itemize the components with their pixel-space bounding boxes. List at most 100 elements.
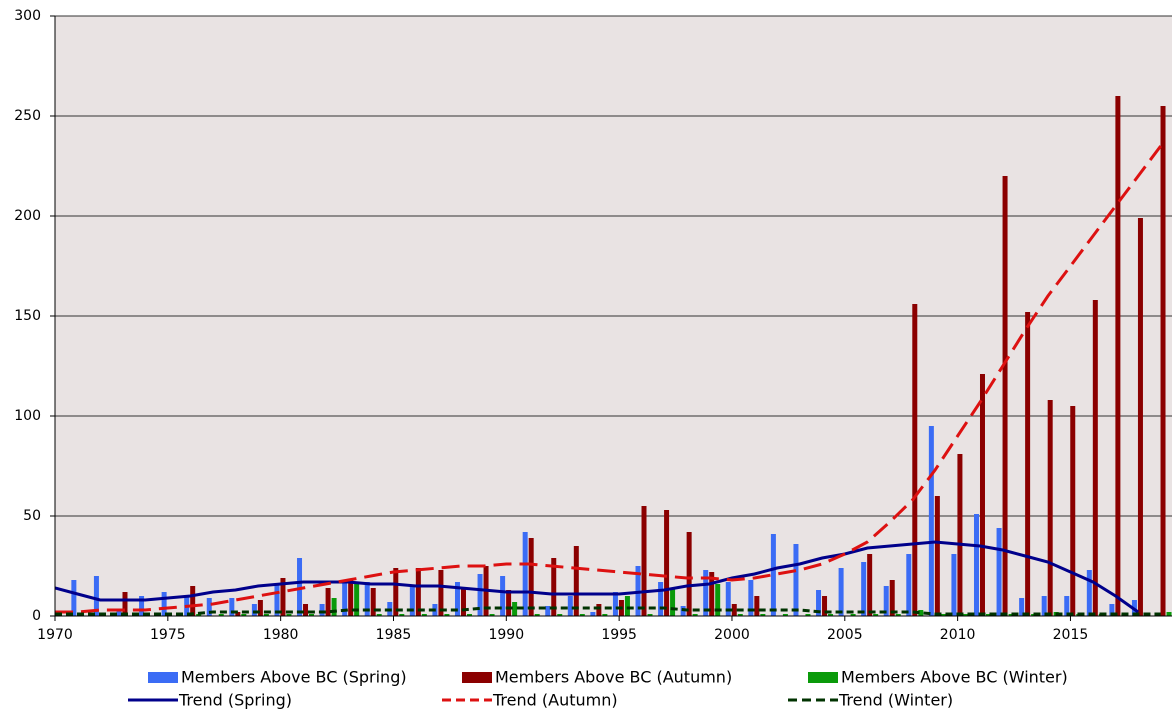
bar — [399, 614, 405, 616]
bar — [686, 532, 692, 616]
x-tick-label: 2010 — [940, 627, 976, 643]
legend-label: Members Above BC (Winter) — [841, 668, 1068, 687]
bar — [822, 596, 828, 616]
bar — [286, 614, 292, 616]
bar — [1115, 96, 1121, 616]
bar — [257, 600, 263, 616]
bar — [415, 568, 421, 616]
bar — [545, 606, 551, 616]
y-tick-label: 200 — [14, 208, 41, 224]
bar — [506, 590, 512, 616]
bar — [596, 604, 602, 616]
bar — [1086, 570, 1092, 616]
bar — [354, 582, 360, 616]
bar — [567, 596, 573, 616]
bar — [512, 602, 518, 616]
bar — [466, 614, 472, 616]
bar — [116, 610, 122, 616]
bar — [444, 614, 450, 616]
bar — [71, 580, 77, 616]
bar — [241, 614, 247, 616]
y-tick-label: 250 — [14, 108, 41, 124]
bar — [251, 604, 257, 616]
bar — [196, 614, 202, 616]
bar — [590, 612, 596, 616]
bar — [928, 426, 934, 616]
bar — [263, 614, 269, 616]
legend-label: Trend (Spring) — [178, 691, 292, 710]
bar — [1160, 106, 1166, 616]
bar — [460, 588, 466, 616]
y-tick-label: 0 — [32, 608, 41, 624]
bar — [828, 614, 834, 616]
y-tick-label: 50 — [23, 508, 41, 524]
bar — [1092, 300, 1098, 616]
bar — [770, 534, 776, 616]
bar — [658, 582, 664, 616]
bar — [331, 598, 337, 616]
bar — [551, 558, 557, 616]
bar — [218, 614, 224, 616]
bar — [280, 578, 286, 616]
bar — [438, 570, 444, 616]
bar — [229, 598, 235, 616]
bar — [161, 592, 167, 616]
legend-label: Members Above BC (Spring) — [181, 668, 407, 687]
bar — [979, 374, 985, 616]
legend-label: Members Above BC (Autumn) — [495, 668, 732, 687]
bar — [370, 588, 376, 616]
bar — [760, 614, 766, 616]
bar — [940, 614, 946, 616]
bar — [93, 576, 99, 616]
bar — [957, 454, 963, 616]
bar — [573, 546, 579, 616]
x-tick-label: 1985 — [376, 627, 412, 643]
bar — [748, 580, 754, 616]
bar — [376, 614, 382, 616]
bar — [996, 528, 1002, 616]
bar — [348, 580, 354, 616]
bar — [624, 596, 630, 616]
bar — [297, 558, 303, 616]
bar — [934, 496, 940, 616]
x-tick-label: 1970 — [37, 627, 73, 643]
bar — [867, 554, 873, 616]
bar — [1070, 406, 1076, 616]
bar — [489, 614, 495, 616]
bar — [1019, 598, 1025, 616]
bar — [342, 582, 348, 616]
bar — [692, 614, 698, 616]
bar — [393, 568, 399, 616]
legend: Members Above BC (Spring) Members Above B… — [128, 668, 1068, 710]
x-tick-label: 1975 — [150, 627, 186, 643]
bar — [731, 604, 737, 616]
bar — [1025, 312, 1031, 616]
bar — [861, 562, 867, 616]
bar — [421, 614, 427, 616]
trend-line — [55, 540, 1140, 614]
bar — [1064, 596, 1070, 616]
legend-swatch — [148, 672, 178, 683]
bar — [793, 544, 799, 616]
bar — [895, 614, 901, 616]
bar — [1137, 218, 1143, 616]
bar — [850, 614, 856, 616]
bar — [805, 614, 811, 616]
trend-line — [55, 145, 1162, 614]
bar — [500, 576, 506, 616]
bar — [325, 588, 331, 616]
bar — [725, 582, 731, 616]
bar — [557, 614, 563, 616]
bar — [951, 554, 957, 616]
bar — [602, 614, 608, 616]
legend-label: Trend (Autumn) — [492, 691, 618, 710]
bar — [906, 554, 912, 616]
bar — [883, 586, 889, 616]
bar — [1047, 400, 1053, 616]
bar — [1008, 614, 1014, 616]
bar — [522, 532, 528, 616]
bar — [737, 614, 743, 616]
bar — [477, 574, 483, 616]
bar — [1109, 604, 1115, 616]
